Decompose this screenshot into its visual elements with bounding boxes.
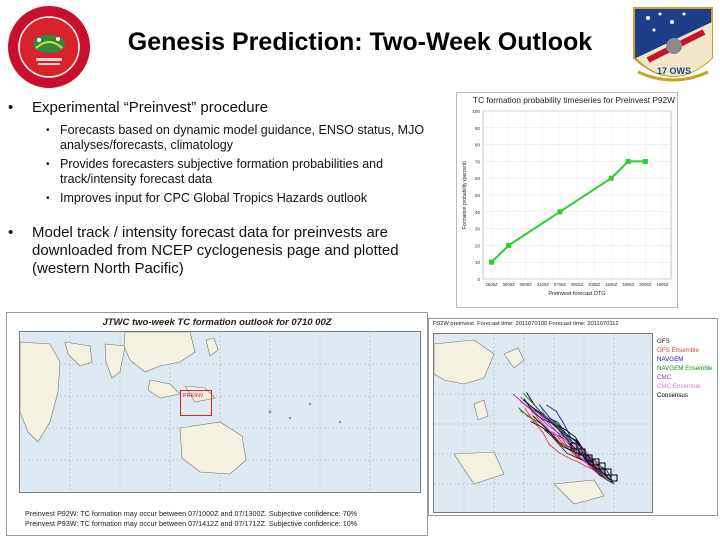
series-line [490,160,646,263]
preinvest-box: PREINV [180,390,212,416]
x-tick-label: 0706Z [554,282,567,287]
data-point [489,259,495,265]
map-header: P92W preinvest. Forecast time: 201107010… [433,321,619,327]
y-tick-label: 100 [472,109,480,114]
map-landmass [19,331,420,492]
y-tick-label: 90 [475,126,481,131]
sub-bullet-item: • Provides forecasters subjective format… [46,157,450,187]
map-caption: Preinvest P92W: TC formation may occur b… [25,509,358,518]
data-point [557,209,563,215]
bullet-dot: • [8,224,14,241]
sub-bullet-text: Improves input for CPC Global Tropics Ha… [60,191,368,205]
bullet-text: Model track / intensity forecast data fo… [32,224,399,277]
legend-entry: NAVGEM Ensemble [657,365,713,372]
consensus-marker [585,454,593,462]
legend-entry: NAVGEM [657,356,684,363]
consensus-marker [578,448,586,456]
y-tick-label: 20 [475,243,481,248]
legend-entry: CMC [657,374,672,381]
model-track [544,429,615,485]
model-track [519,400,600,473]
bullet-text: Experimental “Preinvest” procedure [32,99,268,116]
model-track [532,415,611,481]
consensus-marker [592,458,600,466]
sub-bullet-dot: • [46,125,50,136]
x-tick-label: 3006Z [503,282,516,287]
model-track [523,398,605,475]
x-tick-label: 1806Z [622,282,635,287]
preinvest-box-label: PREINV [183,393,204,399]
sub-bullet-text: Forecasts based on dynamic model guidanc… [60,123,425,152]
data-point [625,158,631,164]
legend-entry: Consensus [657,392,688,399]
consensus-marker [570,442,578,450]
data-point [642,158,648,164]
chart-title: TC formation probability timeseries for … [473,95,675,105]
x-tick-label: 0106Z [537,282,550,287]
jtwc-outlook-map-panel: JTWC two-week TC formation outlook for 0… [6,312,428,536]
model-track [519,410,605,475]
data-point [506,242,512,248]
y-tick-label: 80 [475,143,481,148]
sub-bullet-dot: • [46,159,50,170]
map-area: PREINV [19,331,421,493]
bullet-dot: • [8,99,14,116]
y-tick-label: 60 [475,176,481,181]
x-tick-label: 2006Z [639,282,652,287]
model-track [529,413,607,479]
bullet-item: • Model track / intensity forecast data … [8,224,450,278]
sub-bullet-item: • Improves input for CPC Global Tropics … [46,191,450,206]
sub-bullet-list: • Forecasts based on dynamic model guida… [46,123,450,206]
x-tick-label: 2506Z [485,282,498,287]
sub-bullet-text: Provides forecasters subjective formatio… [60,157,384,186]
consensus-marker [604,468,612,476]
chart-svg: 0 10 20 30 40 50 60 70 80 90 100 2506Z 3006Z 0506Z 010… [462,109,672,297]
y-tick-label: 10 [475,260,481,265]
consensus-marker [598,462,606,470]
x-tick-label: 1906Z [656,282,669,287]
model-track [524,408,600,473]
legend-entry: CMC Ensemble [657,383,701,390]
formation-probability-chart: TC formation probability timeseries for … [456,92,678,308]
map-caption: Preinvest P93W: TC formation may occur b… [25,519,358,528]
x-tick-label: 1006Z [588,282,601,287]
17-ows-squadron-patch: 17 OWS [628,2,718,86]
sub-bullet-dot: • [46,193,50,204]
model-track [530,421,607,479]
y-axis-label: Formation probability (percent) [462,161,468,229]
unit-emblem-logo [6,4,92,90]
y-tick-label: 50 [475,193,481,198]
ensemble-track-map-panel: P92W preinvest. Forecast time: 201107010… [428,318,718,516]
map-title: JTWC two-week TC formation outlook for 0… [102,317,332,328]
legend-entry: GFS [657,338,670,345]
y-tick-label: 30 [475,227,481,232]
patch-label: 17 OWS [656,66,691,76]
track-map-svg [433,334,652,512]
model-tracks [512,392,618,485]
legend-entry: GFS Ensemble [657,347,699,354]
y-tick-label: 40 [475,210,481,215]
y-tick-label: 0 [477,277,480,282]
x-tick-label: 1506Z [605,282,618,287]
bullet-item: • Experimental “Preinvest” procedure [8,99,450,117]
track-map-area [433,333,653,513]
x-tick-label: 0806Z [571,282,584,287]
data-point [608,175,614,181]
x-axis-label: Preinvest forecast DTG [548,291,605,297]
y-tick-label: 70 [475,159,481,164]
slide-title: Genesis Prediction: Two-Week Outlook [127,28,593,56]
track-legend: GFS GFS Ensemble NAVGEM NAVGEM Ensemble CMC C… [657,337,715,400]
sub-bullet-item: • Forecasts based on dynamic model guida… [46,123,450,153]
x-tick-label: 0506Z [520,282,533,287]
consensus-marker [610,474,618,482]
bullet-list: • Experimental “Preinvest” procedure • F… [8,99,450,278]
